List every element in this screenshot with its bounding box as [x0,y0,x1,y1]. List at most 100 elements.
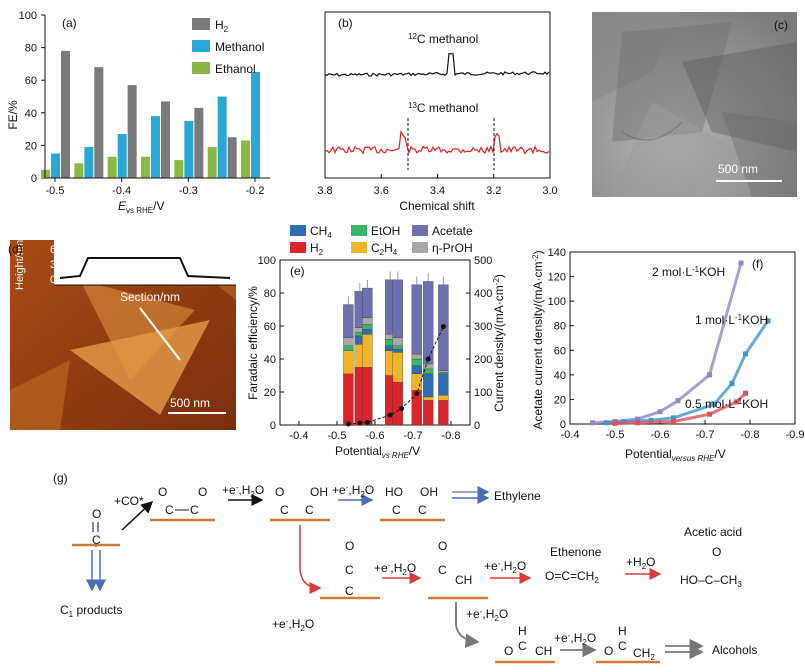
a-xtick-label: -0.3 [179,185,198,197]
panel-f-label: (f) [752,257,763,271]
f-xlabel: Potentialversus RHE/V [625,447,726,463]
panel-g-scheme: (g) O C C1 products +CO* O O C C +e-,H2O… [53,471,757,664]
d-h6: 6 [50,244,57,256]
a-ytick-label: 80 [25,43,37,55]
e-y2tick-label: 400 [474,288,492,300]
e-legend-c2h4-swatch [351,242,367,253]
g-occo-c1: C [165,503,174,517]
g-cocoh-o1: O [275,485,284,499]
e-yticks: 0 20 40 60 80 100 [258,255,284,432]
a-ytick-label: 100 [19,10,37,22]
f-series-point [729,380,735,386]
e-ylabel: Faradaic efficiency/% [246,286,260,400]
a-bar-h2 [94,67,104,178]
e-y2tick-label: 300 [474,321,492,333]
b-xtick-label: 3.6 [374,185,389,197]
e-bars [343,271,449,426]
panel-g-label: (g) [53,471,68,485]
g-hoc-c1: C [392,503,401,517]
a-xtick-label: -0.5 [46,185,65,197]
e-bar-segment [423,363,434,370]
d-section-label: Section/nm [120,290,181,304]
a-ytick-label: 60 [25,75,37,87]
g-al1-h: H [518,624,527,638]
f-frame [569,251,796,425]
a-bars [41,50,260,178]
b-xticks: 3.8 3.6 3.4 3.2 3.0 [317,174,558,197]
e-y2tick-label: 200 [474,354,492,366]
e-xtick-label: -0.4 [290,430,309,442]
e-current-dot [440,324,446,330]
g-al2-ch2: CH2 [633,646,655,662]
f-ytick-label: 60 [554,345,566,357]
e-bar-segment [411,358,422,366]
e-legend-h2-swatch [290,242,306,253]
a-bar-h2 [161,101,170,178]
e-y2ticks: 0 100 200 300 400 500 [466,255,492,432]
a-bar-h2 [127,85,137,178]
a-bar-ethanol [174,160,184,178]
panel-c-tem-image: 500 nm (c) [592,12,797,197]
e-bar-segment [411,373,422,391]
b-xtick-label: 3.0 [542,185,557,197]
panel-e-label: (e) [290,264,305,278]
g-alcohols: Alcohols [712,643,757,657]
a-bar-methanol [184,120,194,178]
g-kt-c1: C [345,563,354,577]
d-scale-label: 500 nm [170,396,211,410]
e-bar-segment [392,381,403,426]
g-step-3: +e-,H2O [272,617,314,633]
c-scale-label: 500 nm [718,162,759,176]
g-step-6: +e-,H2O [466,607,508,623]
g-step-2: +e-,H2O [332,483,374,499]
a-bar-methanol [84,147,94,178]
a-ylabel: FE/% [6,100,20,130]
a-bar-methanol [251,72,260,178]
e-legend-prop: η-PrOH [432,241,473,255]
f-series-point [590,420,595,426]
e-bar-segment [362,334,373,368]
b-xtick-label: 3.8 [317,185,332,197]
e-y2tick-label: 0 [474,420,480,432]
g-al1-c: C [518,639,527,653]
e-legend-etoh-swatch [351,225,367,236]
a-xlabel: Evs RHE/V [118,199,164,215]
f-series-point [707,411,712,417]
d-scale-bar [168,412,226,414]
g-al2-o: O [604,644,613,658]
e-bar-segment [343,373,354,426]
e-y2tick-label: 100 [474,387,492,399]
a-legend-methanol: Methanol [215,40,264,54]
f-series-point [671,419,676,425]
panel-a-chart: (a) FE/% 0 20 40 60 80 100 -0.5 -0.4 -0.3 -0.2 E… [6,10,270,215]
f-ytick-label: 40 [554,370,566,382]
f-series-point [657,409,663,415]
g-occo-o2: O [198,485,207,499]
f-series-point [675,398,681,404]
e-bar-segment [411,284,422,355]
e-bar-segment [362,367,373,426]
panel-d-label: (d) [8,242,23,256]
a-ytick-label: 40 [25,108,37,120]
d-h3: 3 [50,259,57,271]
f-series-point [635,416,640,422]
a-legend-methanol-swatch [192,40,210,52]
a-bar-methanol [151,116,160,178]
g-h2o: +H2O [626,555,655,571]
b-13c-label: 13C methanol [408,101,478,115]
e-bar-segment [438,370,449,373]
f-series-point [765,318,771,324]
e-bar-segment [392,352,403,383]
g-hoc-oh: OH [420,485,438,499]
e-bar-segment [423,373,434,398]
g-cocoh-c2: C [305,503,314,517]
e-ytick-label: 20 [264,387,276,399]
e-ytick-label: 80 [264,288,276,300]
f-series-point [621,419,627,425]
a-legend-h2: H2 [215,18,229,34]
g-occo-o1: O [158,485,167,499]
e-bar-segment [423,400,434,426]
e-bar-segment [362,317,373,325]
b-xtick-label: 3.4 [430,185,445,197]
